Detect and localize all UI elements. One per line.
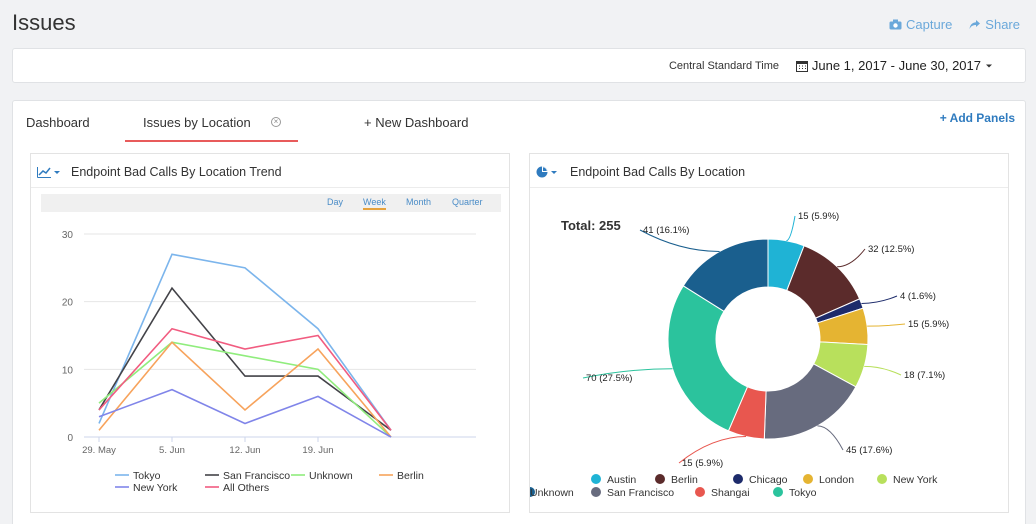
data-label-connector bbox=[861, 295, 898, 304]
legend-marker bbox=[591, 474, 601, 484]
page-title: Issues bbox=[12, 10, 76, 35]
close-tab-icon[interactable]: × bbox=[271, 117, 281, 127]
legend-item[interactable]: New York bbox=[133, 482, 178, 494]
data-label: 32 (12.5%) bbox=[868, 244, 914, 255]
legend-item[interactable]: San Francisco bbox=[607, 487, 674, 499]
y-tick-label: 30 bbox=[62, 230, 74, 241]
location-panel-header: Endpoint Bad Calls By Location bbox=[530, 154, 1008, 188]
legend-marker bbox=[695, 487, 705, 497]
data-label-connector bbox=[678, 436, 747, 464]
legend-item[interactable]: New York bbox=[893, 474, 938, 486]
timezone-label: Central Standard Time bbox=[668, 60, 779, 72]
legend-item[interactable]: Chicago bbox=[749, 474, 788, 486]
series-line[interactable] bbox=[98, 341, 392, 438]
range-quarter-button[interactable]: Quarter bbox=[452, 197, 483, 207]
series-line[interactable] bbox=[98, 286, 392, 431]
series-line[interactable] bbox=[98, 341, 392, 438]
dashboard-container: Dashboard Issues by Location × + New Das… bbox=[12, 100, 1026, 524]
location-panel-title: Endpoint Bad Calls By Location bbox=[570, 165, 746, 179]
trend-panel-header: Endpoint Bad Calls By Location Trend bbox=[31, 154, 509, 188]
data-label: 41 (16.1%) bbox=[643, 225, 689, 236]
legend-item[interactable]: San Francisco bbox=[223, 470, 290, 482]
x-tick-label: 29. May bbox=[82, 445, 116, 456]
data-label-connector bbox=[582, 368, 673, 379]
date-toolbar: Central Standard Time June 1, 2017 - Jun… bbox=[12, 48, 1026, 83]
data-label: 15 (5.9%) bbox=[682, 458, 723, 469]
data-label: 70 (27.5%) bbox=[586, 373, 632, 384]
active-tab-indicator bbox=[125, 140, 298, 142]
legend-marker bbox=[733, 474, 743, 484]
x-tick-label: 19. Jun bbox=[302, 445, 333, 456]
x-tick-label: 12. Jun bbox=[229, 445, 260, 456]
x-tick-label: 5. Jun bbox=[159, 445, 185, 456]
header-actions: Capture Share bbox=[889, 17, 1020, 32]
total-label: Total: 255 bbox=[561, 218, 621, 233]
legend-item[interactable]: Tokyo bbox=[133, 470, 161, 482]
pie-chart-icon[interactable] bbox=[536, 166, 560, 178]
calendar-icon bbox=[795, 60, 808, 72]
range-week-button[interactable]: Week bbox=[363, 197, 386, 210]
tab-issues-by-location[interactable]: Issues by Location bbox=[143, 115, 251, 130]
legend-marker bbox=[591, 487, 601, 497]
y-tick-label: 0 bbox=[67, 433, 73, 444]
dashboard-tabs: Dashboard Issues by Location × + New Das… bbox=[13, 101, 1025, 143]
legend-item[interactable]: Berlin bbox=[671, 474, 698, 486]
date-range-picker[interactable]: June 1, 2017 - June 30, 2017 bbox=[795, 58, 993, 73]
capture-label: Capture bbox=[906, 17, 953, 32]
donut-chart: 15 (5.9%) 32 (12.5%) 4 (1.6%) 15 (5.9%) 18 (… bbox=[530, 211, 949, 499]
share-label: Share bbox=[985, 17, 1020, 32]
time-range-selector: Day Week Month Quarter bbox=[41, 194, 501, 212]
data-label-connector bbox=[837, 248, 866, 268]
trend-panel-title: Endpoint Bad Calls By Location Trend bbox=[71, 165, 282, 179]
legend-item[interactable]: Unknown bbox=[309, 470, 353, 482]
tab-dashboard[interactable]: Dashboard bbox=[26, 115, 90, 130]
legend-item[interactable]: Berlin bbox=[397, 470, 424, 482]
legend-item[interactable]: Austin bbox=[607, 474, 636, 486]
legend-item[interactable]: Unknown bbox=[530, 487, 574, 499]
location-panel: Endpoint Bad Calls By Location Total: 25… bbox=[529, 153, 1009, 513]
donut-slice[interactable] bbox=[667, 285, 749, 432]
share-icon bbox=[969, 20, 981, 29]
legend-item[interactable]: All Others bbox=[223, 482, 269, 494]
data-label-connector bbox=[817, 425, 844, 451]
share-button[interactable]: Share bbox=[968, 17, 1020, 32]
new-dashboard-tab[interactable]: + New Dashboard bbox=[364, 115, 469, 130]
data-label-connector bbox=[867, 323, 906, 327]
add-panels-button[interactable]: + Add Panels bbox=[939, 111, 1015, 125]
legend-marker bbox=[877, 474, 887, 484]
capture-button[interactable]: Capture bbox=[889, 17, 952, 32]
data-label: 18 (7.1%) bbox=[904, 370, 945, 381]
caret-down-icon bbox=[986, 64, 992, 67]
date-range-value: June 1, 2017 - June 30, 2017 bbox=[811, 58, 981, 73]
range-day-button[interactable]: Day bbox=[327, 197, 344, 207]
camera-icon bbox=[889, 19, 902, 30]
y-tick-label: 10 bbox=[62, 365, 74, 376]
range-month-button[interactable]: Month bbox=[406, 197, 432, 207]
line-chart-icon[interactable] bbox=[37, 166, 61, 178]
legend-item[interactable]: London bbox=[819, 474, 854, 486]
data-label: 15 (5.9%) bbox=[908, 319, 949, 330]
data-label-connector bbox=[639, 229, 720, 252]
legend-item[interactable]: Tokyo bbox=[789, 487, 817, 499]
series-line[interactable] bbox=[98, 253, 392, 431]
legend-marker bbox=[773, 487, 783, 497]
y-tick-label: 20 bbox=[62, 298, 74, 309]
legend-marker bbox=[655, 474, 665, 484]
data-label-connector bbox=[786, 215, 796, 242]
trend-panel: Endpoint Bad Calls By Location Trend Day… bbox=[30, 153, 510, 513]
data-label: 15 (5.9%) bbox=[798, 211, 839, 222]
line-chart: 0 10 20 30 29. May 5. Jun 12. Jun 19. Jun Tokyo S… bbox=[62, 230, 476, 494]
data-label: 4 (1.6%) bbox=[900, 291, 936, 302]
data-label-connector bbox=[864, 365, 902, 376]
legend-marker bbox=[530, 487, 535, 497]
series-line[interactable] bbox=[98, 327, 392, 431]
legend-marker bbox=[803, 474, 813, 484]
donut-slice[interactable] bbox=[682, 238, 769, 313]
legend-item[interactable]: Shangai bbox=[711, 487, 750, 499]
data-label: 45 (17.6%) bbox=[846, 445, 892, 456]
series-line[interactable] bbox=[98, 388, 392, 438]
